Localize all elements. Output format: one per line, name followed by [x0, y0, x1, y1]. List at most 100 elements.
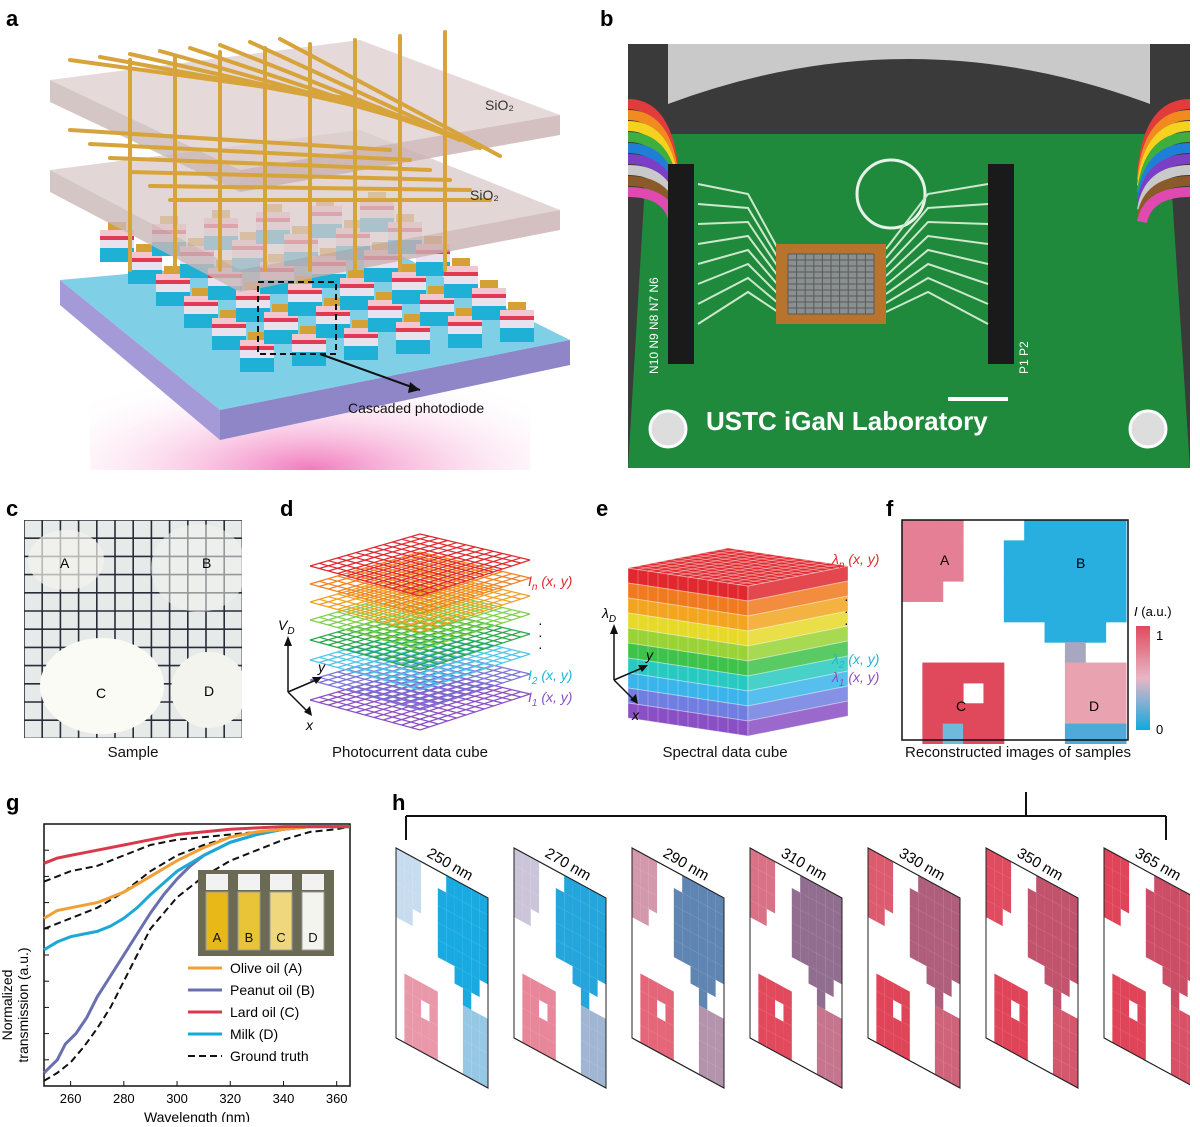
university-logo: [855, 158, 927, 230]
colorbar: [1136, 626, 1150, 730]
colorbar-min: 0: [1156, 722, 1163, 737]
wavelength-map-4: 330 nm: [867, 845, 961, 1089]
pin-labels-left: N10 N9 N8 N7 N6: [647, 277, 661, 374]
axis-y: y: [645, 647, 654, 663]
inset-label-B: B: [245, 930, 254, 945]
wavelength-map-2: 290 nm: [631, 845, 725, 1089]
caption-photocurrent: Photocurrent data cube: [332, 744, 488, 761]
series-line-5: [43, 825, 350, 930]
legend-label-4: Ground truth: [230, 1048, 309, 1064]
panel-label-c: c: [6, 496, 19, 521]
f-label-c: C: [956, 698, 966, 714]
sample-d: [171, 652, 242, 728]
wavelength-map-0: 250 nm: [395, 845, 489, 1089]
spectral-label-1: λ2 (x, y): [831, 651, 879, 671]
caption-sample: Sample: [107, 744, 159, 761]
ribbon-cable-right: [1137, 99, 1190, 224]
spectral-labels: λn (x, y) λ2 (x, y)λ1 (x, y): [831, 551, 879, 689]
axis-y: y: [317, 659, 326, 675]
callout-box: [257, 281, 337, 355]
sample-label-c: C: [96, 685, 106, 701]
caption-reconstructed: Reconstructed images of samples: [905, 744, 1131, 761]
inset-label-A: A: [213, 930, 222, 945]
sample-a: [28, 530, 104, 590]
inset-photo: A B C D: [198, 870, 334, 956]
svg-text:·: ·: [844, 615, 849, 631]
panel-label-a: a: [6, 6, 19, 31]
caption-spectral: Spectral data cube: [662, 744, 788, 761]
wavelength-map-5: 350 nm: [985, 845, 1079, 1089]
panel-a-device-illustration: SiO₂ SiO₂ Cascaded photodiode: [50, 30, 570, 470]
panel-c-sample-photo: A B C D: [24, 520, 242, 738]
sample-label-d: D: [204, 683, 214, 699]
panel-label-d: d: [280, 496, 294, 521]
spectral-label-2: λ1 (x, y): [831, 669, 879, 689]
panel-f-reconstructed: A B C D I (a.u.) 1 0: [901, 519, 1172, 744]
panel-b-chip-photo: USTC iGaN Laboratory N10 N9 N8 N7 N6 P1 …: [628, 44, 1190, 468]
x-tick-label-360: 360: [326, 1091, 348, 1106]
panel-e-spectral-cube: λD y x λn (x, y) λ2 (x, y)λ1 (x, y) · · ·: [601, 547, 879, 737]
sample-label-b: B: [202, 555, 211, 571]
sample-c: [40, 638, 164, 734]
series-line-0: [43, 825, 350, 920]
inset-label-C: C: [276, 930, 285, 945]
sio2-label-upper: SiO₂: [485, 97, 514, 113]
axis-x: x: [305, 717, 314, 733]
f-label-b: B: [1076, 555, 1085, 571]
f-label-a: A: [940, 552, 950, 568]
axis-vd: VD: [278, 617, 295, 637]
legend-label-1: Peanut oil (B): [230, 982, 315, 998]
panel-g-transmission-chart: 260 280 300 320 340 360 Wavelength (nm) Normali…: [0, 823, 351, 1122]
wavelength-map-1: 270 nm: [513, 845, 607, 1089]
reconstructed-map: [902, 520, 1127, 744]
panel-label-e: e: [596, 496, 609, 521]
connector-left: [668, 164, 694, 364]
svg-text:·: ·: [538, 639, 543, 655]
series-line-2: [43, 825, 350, 865]
axis-lambda-d: λD: [601, 605, 616, 625]
legend-label-2: Lard oil (C): [230, 1004, 299, 1020]
x-tick-label-320: 320: [219, 1091, 241, 1106]
sample-label-a: A: [60, 555, 70, 571]
colorbar-title: I (a.u.): [1134, 604, 1172, 619]
spectral-cube: [627, 547, 849, 737]
svg-text:·: ·: [844, 591, 849, 607]
x-tick-label-280: 280: [113, 1091, 135, 1106]
mount-hole-left: [648, 409, 688, 449]
photocurrent-label-1: I2 (x, y): [528, 667, 572, 687]
mount-hole-right: [1128, 409, 1168, 449]
callout-label: Cascaded photodiode: [348, 400, 484, 416]
photocurrent-layers: [309, 533, 531, 731]
panel-h-bracket: [405, 792, 1167, 840]
sio2-label-lower: SiO₂: [470, 187, 499, 203]
y-axis-label: Normalizedtransmission (a.u.): [0, 947, 31, 1062]
board-title: USTC iGaN Laboratory: [706, 406, 988, 436]
x-tick-label-340: 340: [273, 1091, 295, 1106]
panel-label-h: h: [392, 790, 406, 815]
gold-electrodes: [68, 30, 502, 272]
colorbar-max: 1: [1156, 628, 1163, 643]
svg-text:·: ·: [844, 603, 849, 619]
x-axis-label: Wavelength (nm): [144, 1109, 250, 1122]
panel-label-f: f: [886, 496, 894, 521]
pcb-traces: [697, 183, 989, 325]
ellipsis: ·: [538, 615, 543, 631]
panel-label-b: b: [600, 6, 614, 31]
inset-label-D: D: [308, 930, 317, 945]
panel-d-photocurrent-cube: VD y x In (x, y) I2 (x, y)I1 (x, y) · · ·: [278, 533, 572, 733]
legend-label-0: Olive oil (A): [230, 960, 302, 976]
photocurrent-label-0: In (x, y): [528, 573, 572, 593]
svg-text:·: ·: [538, 627, 543, 643]
spectral-label-0: λn (x, y): [831, 551, 879, 571]
photocurrent-labels: In (x, y) I2 (x, y)I1 (x, y): [528, 573, 572, 709]
pin-labels-right: P1 P2: [1017, 341, 1031, 374]
sio2-layer-upper: [50, 40, 560, 170]
panel-h-wavelength-maps: 250 nm 270 nm 290 nm 310 nm 330 nm 350 nm 365 …: [395, 845, 1190, 1089]
connector-right: [988, 164, 1014, 364]
wavelength-map-3: 310 nm: [749, 845, 843, 1089]
f-label-d: D: [1089, 698, 1099, 714]
legend-label-3: Milk (D): [230, 1026, 278, 1042]
axis-x: x: [631, 707, 640, 723]
x-tick-label-260: 260: [60, 1091, 82, 1106]
x-tick-label-300: 300: [166, 1091, 188, 1106]
